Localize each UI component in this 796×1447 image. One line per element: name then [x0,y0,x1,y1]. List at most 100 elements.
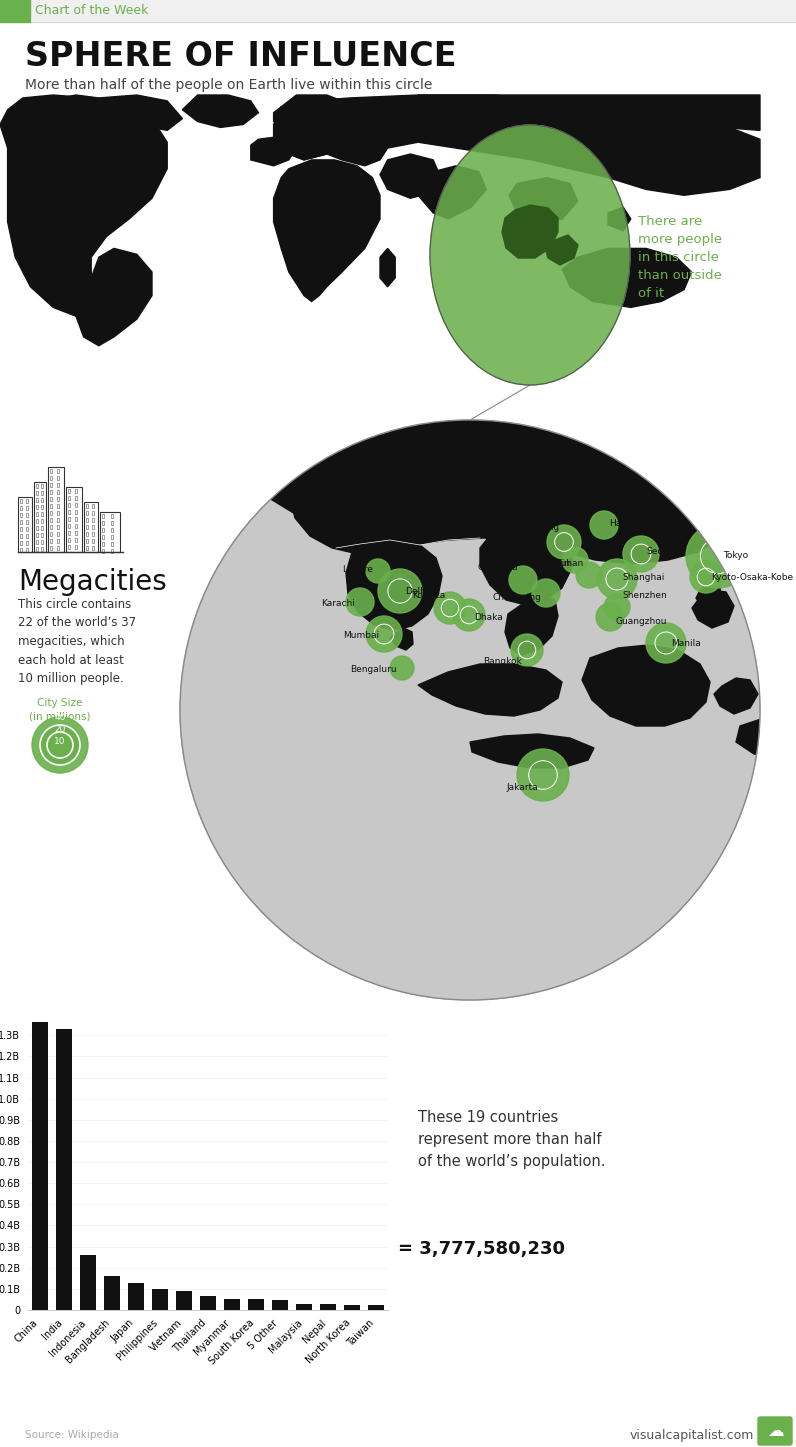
Circle shape [390,655,414,680]
Text: Kolkata: Kolkata [412,592,445,601]
Text: More than half of the people on Earth live within this circle: More than half of the people on Earth li… [25,78,432,93]
Bar [86,546,88,550]
Text: Guangzhou: Guangzhou [615,618,666,627]
Polygon shape [696,585,722,609]
Bar [92,532,94,535]
Bar [92,518,94,522]
Polygon shape [470,734,594,768]
Text: Chart of the Week: Chart of the Week [35,4,148,17]
Bar [102,535,104,538]
Bar [20,534,22,538]
Bar [36,527,38,530]
Bar [102,548,104,553]
Polygon shape [502,205,558,258]
Ellipse shape [430,124,630,385]
Bar [176,1291,193,1310]
Circle shape [511,634,543,666]
Bar [102,521,104,525]
Circle shape [47,732,73,758]
Polygon shape [45,96,99,113]
Bar [36,491,38,495]
Bar [57,469,59,473]
Bar [92,504,94,508]
Bar [75,546,77,548]
Bar [41,512,43,517]
Bar [84,502,98,551]
Bar [75,517,77,521]
Bar [41,540,43,544]
Bar [86,538,88,543]
Text: Shenzhen: Shenzhen [622,590,667,599]
Bar [57,546,59,550]
Bar [75,531,77,535]
Circle shape [366,559,390,583]
Bar [48,467,64,551]
Bar [102,528,104,532]
Bar [127,1283,144,1310]
Bar [26,519,28,524]
Bar [20,506,22,509]
Bar [57,518,59,522]
Polygon shape [582,645,710,726]
Bar [41,505,43,509]
Bar [20,548,22,551]
Polygon shape [790,758,796,800]
Polygon shape [0,96,167,317]
Bar [68,546,70,548]
Polygon shape [692,590,734,628]
Circle shape [32,718,88,773]
Text: Tianjin: Tianjin [540,560,570,569]
Text: ☁: ☁ [767,1422,783,1440]
Bar [68,504,70,506]
Bar [66,488,82,551]
Polygon shape [418,96,760,130]
Circle shape [40,725,80,765]
Bar [26,534,28,538]
Bar [200,1295,217,1310]
Text: City Size
(in millions): City Size (in millions) [29,697,91,721]
Bar [20,527,22,531]
Bar [50,518,52,522]
Bar [20,541,22,546]
Polygon shape [274,101,365,161]
Circle shape [378,569,422,614]
Bar [111,521,113,525]
Polygon shape [182,96,259,127]
Bar [86,532,88,535]
Polygon shape [714,488,760,522]
Text: Lahore: Lahore [342,564,373,573]
Bar [36,483,38,488]
Bar [75,504,77,506]
Bar [41,527,43,530]
Bar [295,1304,312,1310]
Bar [111,543,113,546]
Text: Chengdu: Chengdu [478,563,518,573]
Bar [80,1256,96,1310]
Bar [57,496,59,501]
Text: Bangkok: Bangkok [483,657,522,667]
Polygon shape [390,628,413,650]
Bar [41,519,43,522]
Polygon shape [505,595,558,655]
Text: Source: Wikipedia: Source: Wikipedia [25,1430,119,1440]
Bar [50,476,52,480]
Bar [50,511,52,515]
Bar [57,476,59,480]
Bar [26,541,28,546]
Text: visualcapitalist.com: visualcapitalist.com [630,1428,755,1441]
Polygon shape [380,249,395,287]
Polygon shape [380,153,441,198]
Bar [50,546,52,550]
Bar [368,1305,384,1310]
Bar [111,514,113,518]
Bar [75,524,77,528]
Polygon shape [608,207,630,230]
Circle shape [597,559,637,599]
Bar [26,514,28,517]
Bar [224,1298,240,1310]
Bar [92,546,94,550]
Circle shape [346,587,374,616]
Bar [57,525,59,530]
Bar [248,1299,264,1310]
Text: = 3,777,580,230: = 3,777,580,230 [398,1240,565,1257]
